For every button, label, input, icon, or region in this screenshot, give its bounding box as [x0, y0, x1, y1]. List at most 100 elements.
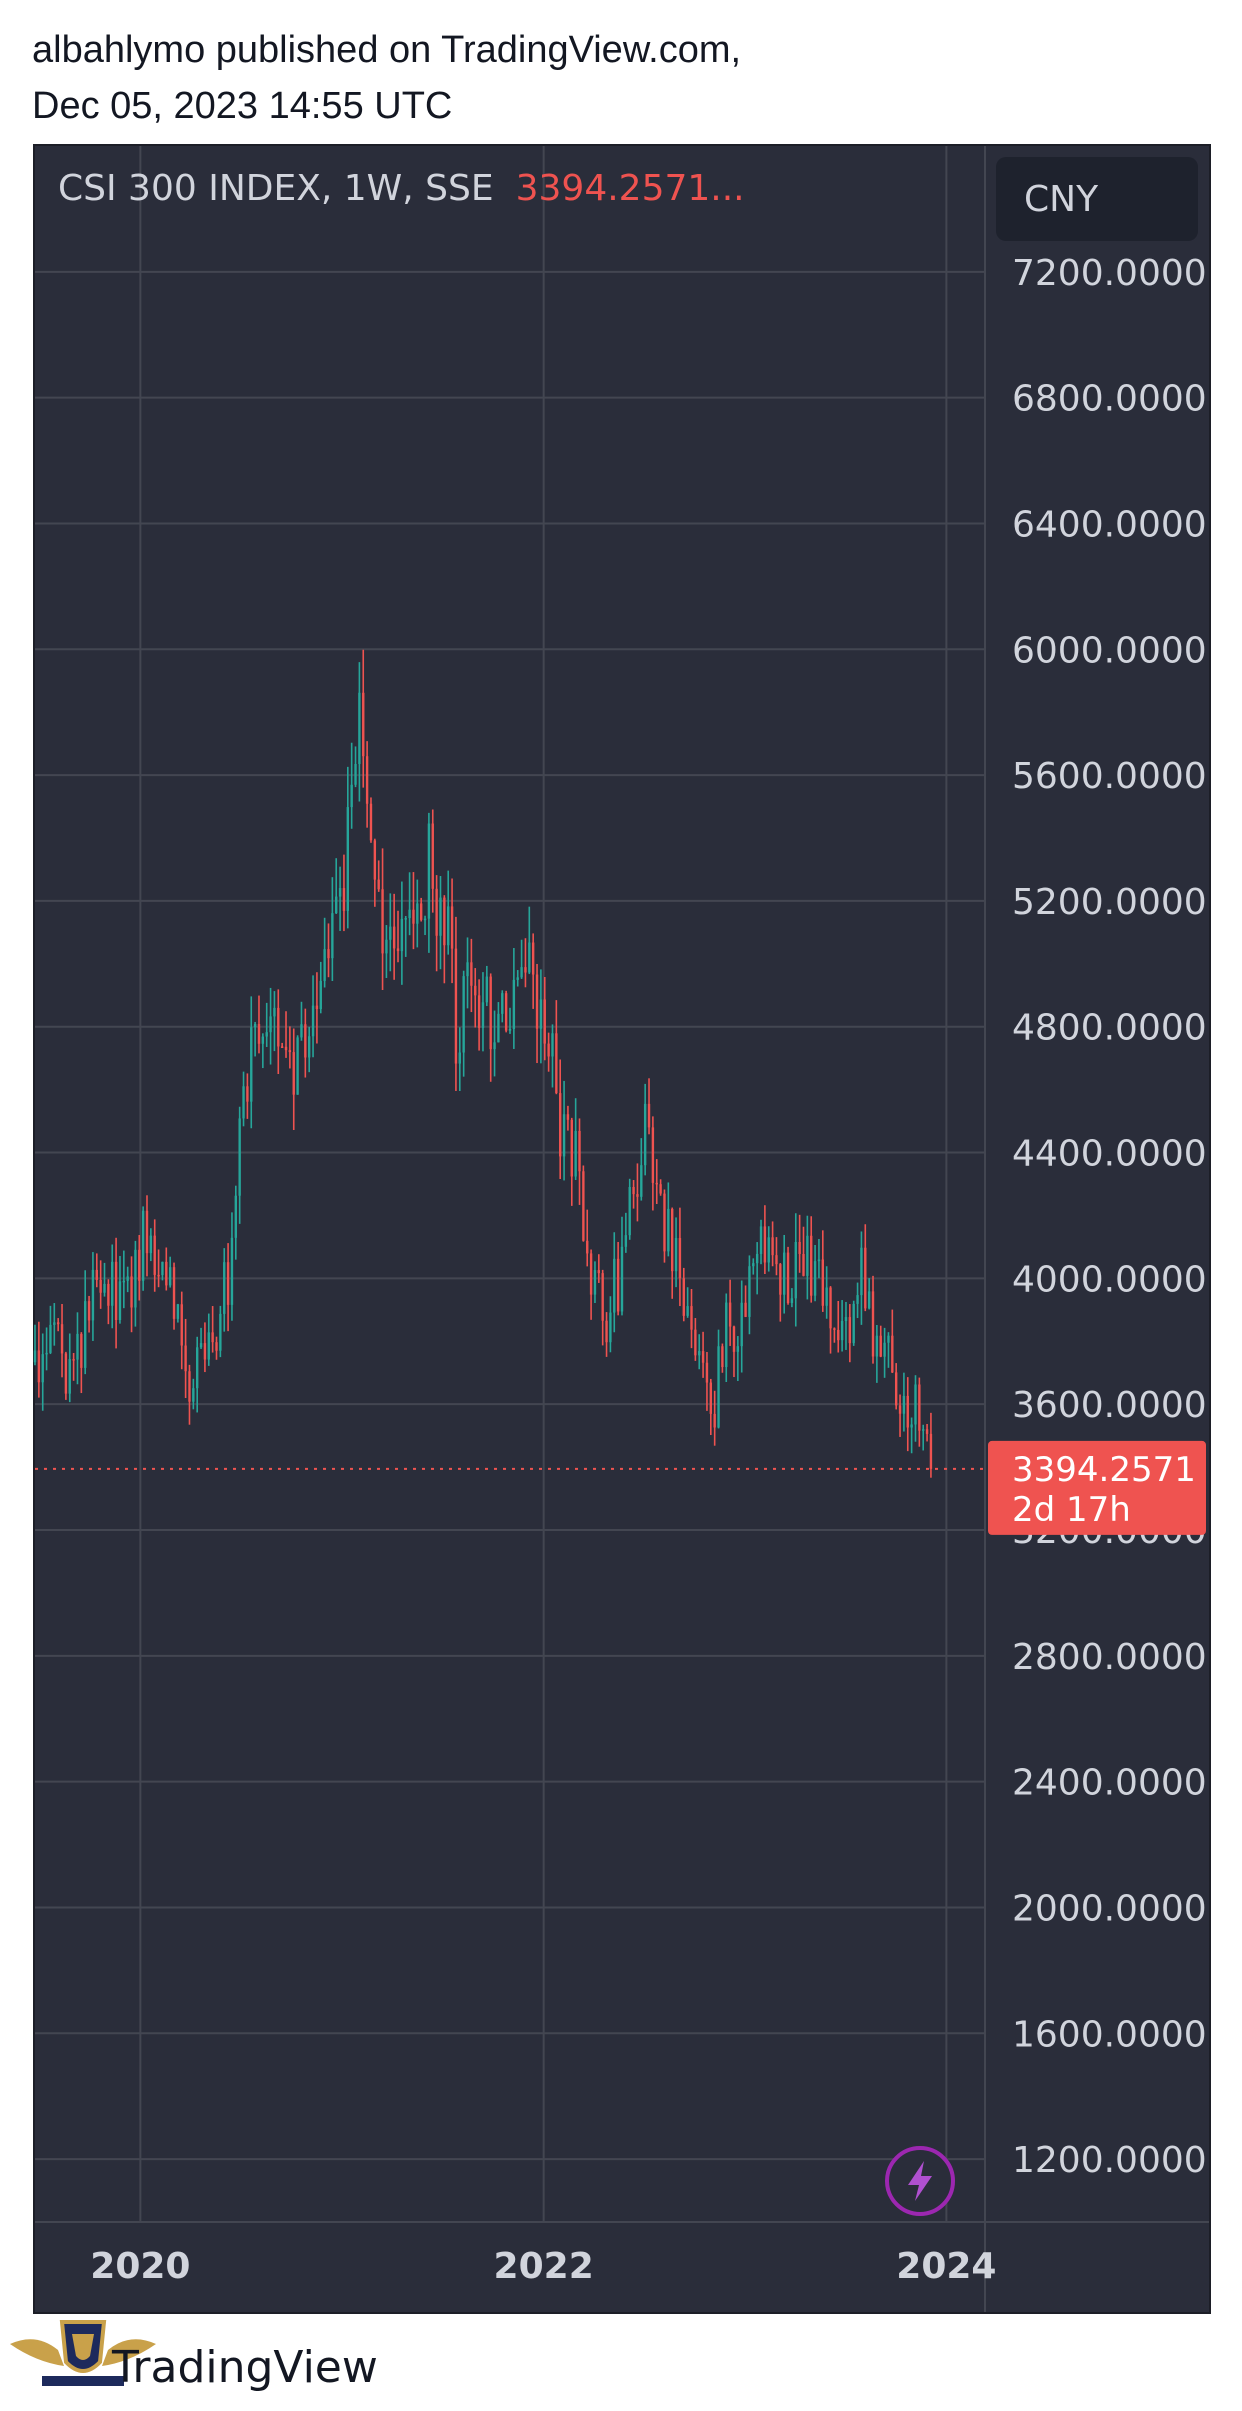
candle-body [215, 1342, 218, 1351]
candle-body [447, 906, 450, 946]
symbol-title: CSI 300 INDEX, 1W, SSE [58, 168, 494, 209]
candle-body [748, 1266, 751, 1317]
candle-body [450, 906, 454, 949]
candle-body [682, 1278, 685, 1316]
candle-body [555, 1033, 558, 1094]
candle-body [477, 995, 481, 1028]
candle-body [779, 1264, 782, 1295]
candle-body [377, 879, 380, 890]
candle-body [369, 803, 373, 841]
candle-body [41, 1354, 44, 1383]
candle-body [134, 1249, 137, 1308]
candle-body [574, 1130, 577, 1177]
currency-button[interactable]: CNY [996, 157, 1198, 241]
candle-body [802, 1253, 805, 1276]
candle-body [91, 1269, 95, 1321]
candle-body [721, 1346, 724, 1368]
candle-body [141, 1210, 145, 1281]
price-tick-label: 1200.0000 [1012, 2140, 1207, 2181]
publication-author-line: albahlymo published on TradingView.com, [32, 29, 742, 71]
candle-body [280, 1046, 284, 1048]
candle-body [686, 1306, 689, 1316]
candle-body [392, 926, 396, 949]
candle-body [922, 1429, 925, 1431]
candle-body [416, 903, 419, 924]
price-tick-label: 5200.0000 [1012, 882, 1207, 923]
candle-body [543, 999, 546, 1044]
candle-body [613, 1258, 616, 1313]
publication-header: albahlymo published on TradingView.com, … [32, 22, 1212, 134]
candle-body [655, 1182, 658, 1185]
candle-body [288, 1050, 292, 1053]
candle-body [551, 1033, 554, 1057]
lightning-icon-bolt [908, 2161, 932, 2201]
candle-body [864, 1247, 867, 1309]
candle-body [327, 949, 330, 959]
candle-body [466, 962, 469, 977]
time-tick-label: 2022 [494, 2246, 594, 2287]
candle-body [412, 909, 415, 924]
candle-body [408, 909, 411, 919]
candle-body [539, 999, 543, 1029]
candle-body [49, 1324, 52, 1353]
candle-body [501, 993, 504, 1014]
time-tick-label: 2024 [896, 2246, 996, 2287]
candle-body [528, 942, 531, 973]
candle-body [33, 1350, 37, 1363]
candle-body [709, 1382, 713, 1414]
candle-body [829, 1287, 832, 1329]
candle-body [296, 1037, 299, 1095]
candle-body [481, 1002, 485, 1028]
candle-body [636, 1194, 639, 1197]
candle-body [817, 1259, 821, 1262]
candle-body [138, 1249, 141, 1281]
price-tick-label: 4400.0000 [1012, 1134, 1207, 1175]
last-price-badge-countdown: 2d 17h [1012, 1490, 1131, 1530]
candle-body [918, 1384, 921, 1431]
candle-body [304, 1024, 307, 1058]
candle-body [643, 1103, 647, 1166]
candle-body [698, 1351, 701, 1356]
candle-body [898, 1405, 902, 1414]
candle-body [404, 918, 407, 920]
candle-body [45, 1352, 48, 1355]
candle-body [597, 1270, 601, 1274]
candle-body [570, 1119, 573, 1177]
candle-body [767, 1237, 770, 1263]
candle-body [365, 756, 369, 804]
candle-body [589, 1253, 593, 1295]
candle-body [759, 1226, 763, 1254]
candle-body [223, 1262, 226, 1314]
candle-body [840, 1320, 844, 1341]
candle-body [203, 1343, 207, 1360]
candle-body [763, 1226, 767, 1263]
candle-body [161, 1261, 164, 1276]
price-tick-label: 1600.0000 [1012, 2014, 1207, 2055]
candle-body [107, 1283, 110, 1306]
candle-body [651, 1127, 655, 1183]
candle-body [705, 1362, 709, 1383]
candle-body [172, 1267, 176, 1319]
candle-body [68, 1359, 71, 1394]
publication-date-line: Dec 05, 2023 14:55 UTC [32, 85, 453, 127]
price-tick-label: 6000.0000 [1012, 630, 1207, 671]
candle-body [389, 926, 392, 940]
candle-body [485, 976, 489, 1003]
candle-body [531, 942, 535, 975]
last-price-badge [988, 1440, 1206, 1535]
candle-body [331, 913, 334, 959]
candle-body [188, 1371, 191, 1402]
candle-body [798, 1241, 801, 1254]
candle-series [33, 649, 933, 1478]
candle-body [678, 1238, 682, 1279]
candle-body [238, 1118, 241, 1196]
candle-body [439, 897, 442, 936]
last-price-badge-value: 3394.2571 [1012, 1450, 1196, 1490]
candle-body [755, 1253, 759, 1264]
candle-body [111, 1261, 114, 1306]
lightning-icon[interactable] [885, 2146, 955, 2216]
candle-body [640, 1165, 643, 1197]
candle-body [929, 1433, 933, 1469]
